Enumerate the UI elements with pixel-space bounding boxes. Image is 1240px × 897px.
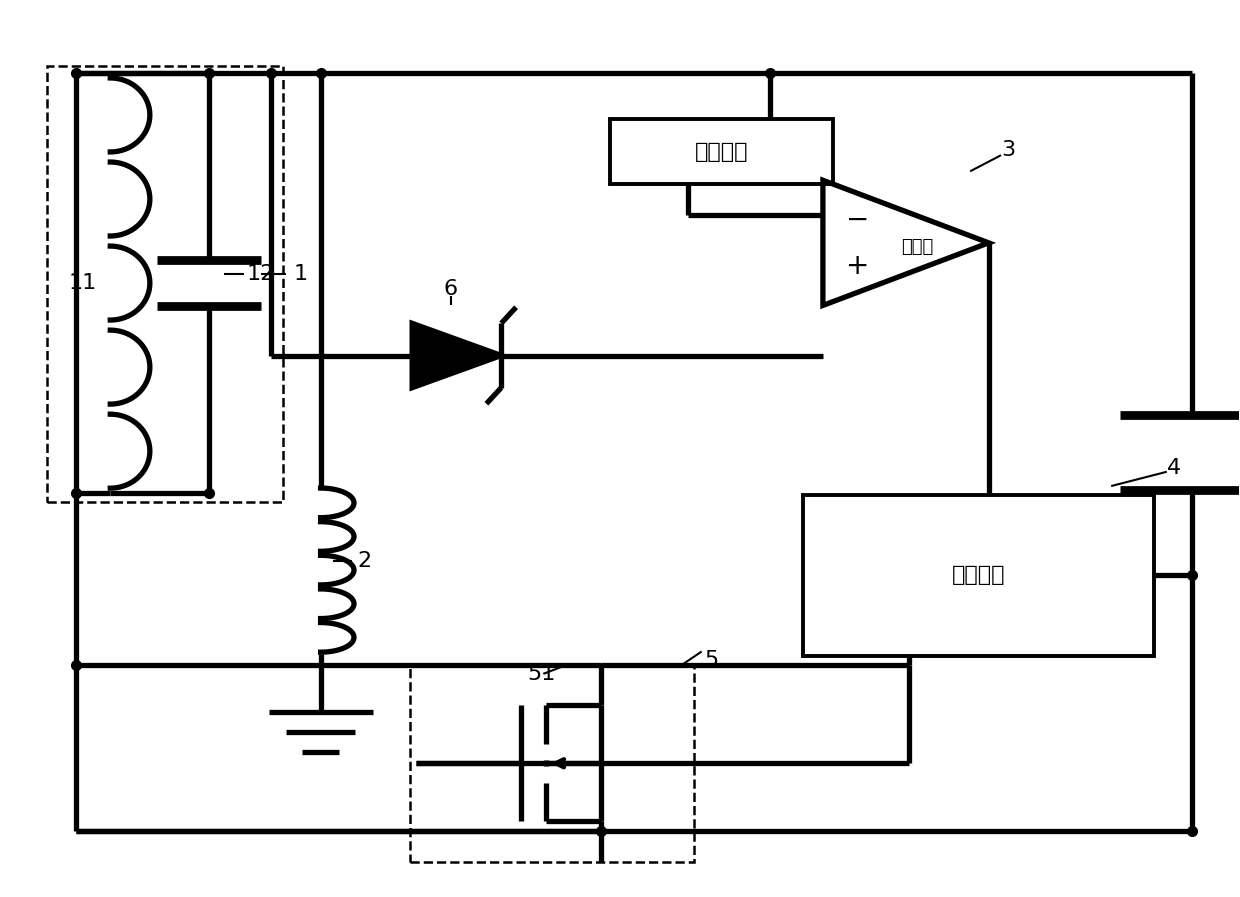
Text: 驱动模块: 驱动模块 — [952, 565, 1006, 586]
Text: 3: 3 — [1001, 140, 1016, 160]
Text: 4: 4 — [1167, 458, 1180, 478]
Text: 1: 1 — [294, 264, 308, 284]
Text: 比较器: 比较器 — [900, 239, 932, 257]
Text: −: − — [846, 205, 869, 233]
Bar — [409, 665, 694, 862]
Text: +: + — [846, 252, 869, 280]
Bar — [47, 65, 284, 502]
Bar — [610, 119, 833, 184]
Bar — [804, 495, 1154, 656]
Text: 5: 5 — [704, 650, 718, 670]
Text: 11: 11 — [69, 273, 97, 293]
Text: 基准电源: 基准电源 — [694, 142, 748, 161]
Polygon shape — [412, 323, 501, 388]
Text: 51: 51 — [527, 664, 556, 684]
Text: 2: 2 — [357, 551, 372, 571]
Text: 12: 12 — [247, 264, 274, 284]
Text: 6: 6 — [444, 279, 458, 300]
